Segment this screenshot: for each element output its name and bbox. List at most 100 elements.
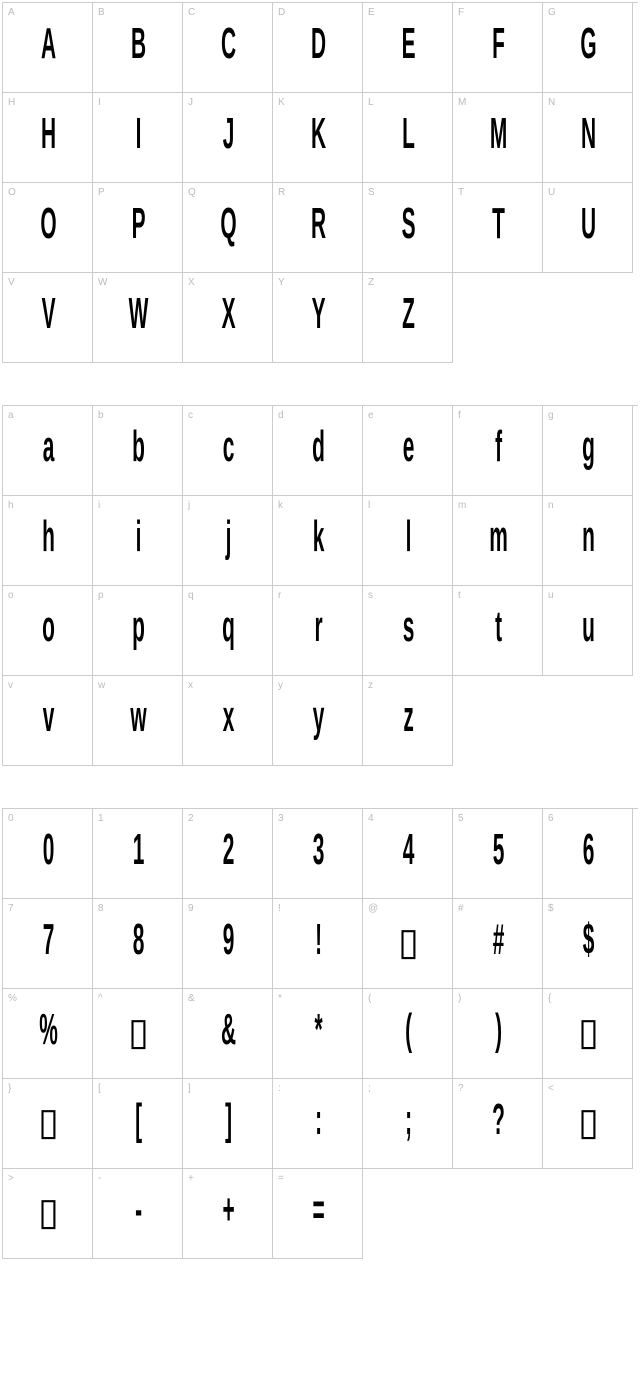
- cell-glyph: J: [222, 109, 233, 158]
- glyph-cell: LL: [363, 93, 453, 183]
- cell-label: z: [368, 680, 373, 691]
- cell-label: W: [98, 277, 107, 288]
- cell-glyph: V: [41, 289, 54, 338]
- cell-glyph: O: [40, 199, 55, 248]
- cell-glyph: r: [314, 602, 321, 651]
- glyph-cell: --: [93, 1169, 183, 1259]
- cell-glyph: A: [41, 19, 55, 68]
- cell-glyph: b: [132, 422, 144, 471]
- glyph-cell: ll: [363, 496, 453, 586]
- cell-label: R: [278, 187, 285, 198]
- cell-label: B: [98, 7, 105, 18]
- cell-label: L: [368, 97, 374, 108]
- glyph-cell: NN: [543, 93, 633, 183]
- cell-glyph: 2: [222, 825, 233, 874]
- glyph-cell: ==: [273, 1169, 363, 1259]
- cell-label: k: [278, 500, 283, 511]
- glyph-cell: yy: [273, 676, 363, 766]
- glyph-cell: ff: [453, 406, 543, 496]
- glyph-cell: 00: [3, 809, 93, 899]
- cell-label: *: [278, 993, 282, 1004]
- cell-glyph: a: [42, 422, 53, 471]
- cell-label: v: [8, 680, 13, 691]
- cell-glyph: Q: [220, 199, 235, 248]
- cell-glyph: S: [401, 199, 414, 248]
- glyph-cell: 33: [273, 809, 363, 899]
- cell-label: !: [278, 903, 281, 914]
- cell-label: r: [278, 590, 281, 601]
- cell-glyph: 6: [582, 825, 593, 874]
- cell-label: S: [368, 187, 375, 198]
- cell-glyph: !: [315, 915, 321, 964]
- glyph-cell: ee: [363, 406, 453, 496]
- cell-label: f: [458, 410, 461, 421]
- cell-label: p: [98, 590, 104, 601]
- cell-label: ]: [188, 1083, 191, 1094]
- cell-glyph: (: [405, 1005, 411, 1054]
- cell-label: H: [8, 97, 15, 108]
- glyph-cell: zz: [363, 676, 453, 766]
- cell-label: t: [458, 590, 461, 601]
- cell-glyph: Z: [402, 289, 414, 338]
- cell-glyph: 9: [222, 915, 233, 964]
- cell-label: ;: [368, 1083, 371, 1094]
- cell-label: D: [278, 7, 285, 18]
- glyph-cell: jj: [183, 496, 273, 586]
- glyph-cell: TT: [453, 183, 543, 273]
- cell-glyph: d: [312, 422, 324, 471]
- glyph-cell: qq: [183, 586, 273, 676]
- cell-glyph: Y: [311, 289, 324, 338]
- glyph-cell: ##: [453, 899, 543, 989]
- glyph-cell: **: [273, 989, 363, 1079]
- glyph-cell: dd: [273, 406, 363, 496]
- cell-label: +: [188, 1173, 194, 1184]
- glyph-cell: 99: [183, 899, 273, 989]
- glyph-cell: XX: [183, 273, 273, 363]
- cell-glyph: 3: [312, 825, 323, 874]
- cell-label: 9: [188, 903, 194, 914]
- glyph-cell: II: [93, 93, 183, 183]
- cell-glyph: n: [582, 512, 594, 561]
- cell-glyph: 1: [132, 825, 143, 874]
- cell-label: $: [548, 903, 554, 914]
- cell-label: U: [548, 187, 555, 198]
- cell-glyph: s: [402, 602, 413, 651]
- glyph-cell: YY: [273, 273, 363, 363]
- glyph-cell: 66: [543, 809, 633, 899]
- cell-label: ?: [458, 1083, 464, 1094]
- cell-label: -: [98, 1173, 101, 1184]
- cell-label: 3: [278, 813, 284, 824]
- glyph-cell: RR: [273, 183, 363, 273]
- cell-label: X: [188, 277, 195, 288]
- glyph-cell: vv: [3, 676, 93, 766]
- cell-label: 5: [458, 813, 464, 824]
- cell-glyph: %: [39, 1005, 56, 1054]
- glyph-cell: {▯: [543, 989, 633, 1079]
- cell-glyph: e: [402, 422, 413, 471]
- cell-label: 8: [98, 903, 104, 914]
- cell-label: m: [458, 500, 466, 511]
- cell-glyph: ▯: [128, 1009, 147, 1054]
- cell-label: 4: [368, 813, 374, 824]
- cell-label: Q: [188, 187, 196, 198]
- glyph-cell: )): [453, 989, 543, 1079]
- cell-label: b: [98, 410, 104, 421]
- glyph-cell: ^▯: [93, 989, 183, 1079]
- glyph-cell: PP: [93, 183, 183, 273]
- cell-glyph: 4: [402, 825, 413, 874]
- cell-glyph: T: [492, 199, 504, 248]
- glyph-cell: uu: [543, 586, 633, 676]
- cell-glyph: C: [221, 19, 235, 68]
- cell-glyph: U: [581, 199, 595, 248]
- cell-label: j: [188, 500, 190, 511]
- section-lowercase: aabbccddeeffgghhiijjkkllmmnnooppqqrrsstt…: [2, 405, 638, 766]
- glyph-cell: ]]: [183, 1079, 273, 1169]
- character-map: AABBCCDDEEFFGGHHIIJJKKLLMMNNOOPPQQRRSSTT…: [2, 2, 638, 1259]
- glyph-cell: SS: [363, 183, 453, 273]
- cell-glyph: o: [42, 602, 54, 651]
- cell-label: y: [278, 680, 283, 691]
- glyph-cell: ((: [363, 989, 453, 1079]
- glyph-cell: ww: [93, 676, 183, 766]
- glyph-cell: @▯: [363, 899, 453, 989]
- cell-label: 0: [8, 813, 14, 824]
